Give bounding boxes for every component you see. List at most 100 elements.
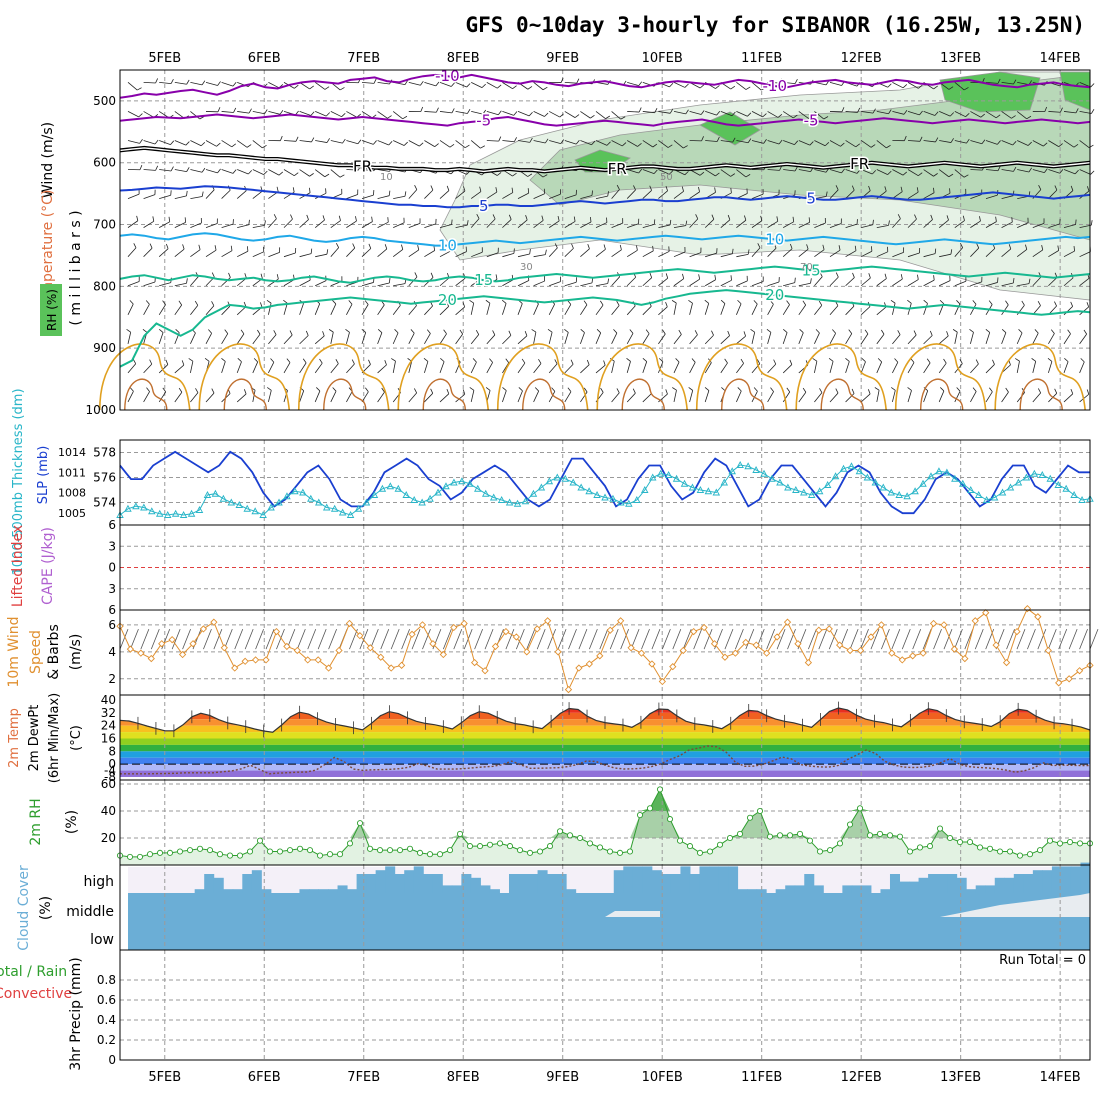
- upper-wind-barb: [252, 361, 259, 374]
- upper-wind-barb: [237, 224, 249, 229]
- upper-wind-barb: [299, 279, 311, 287]
- wind10-marker: [377, 653, 385, 661]
- upper-wind-barb: [923, 279, 935, 287]
- rh2m-marker: [186, 847, 194, 854]
- upper-wind-barb-flag: [139, 139, 143, 144]
- upper-wind-barb-flag: [779, 78, 783, 84]
- thickness-marker: [943, 468, 951, 476]
- upper-wind-barb-flag: [766, 328, 772, 333]
- upper-wind-barb: [751, 220, 763, 228]
- upper-wind-barb-flag: [591, 190, 593, 196]
- rh2m-marker: [706, 848, 714, 855]
- upper-wind-barb-flag: [716, 111, 721, 116]
- temp-color-band: [120, 764, 1090, 771]
- upper-wind-barb: [439, 361, 445, 374]
- upper-wind-barb-flag: [695, 214, 699, 220]
- upper-wind-barb: [564, 281, 577, 287]
- upper-wind-barb: [533, 280, 545, 287]
- upper-wind-barb-flag: [753, 300, 758, 305]
- upper-wind-barb-flag: [351, 359, 355, 365]
- date-label-bottom-9feb: 9FEB: [546, 1070, 579, 1085]
- upper-wind-barb: [268, 169, 280, 176]
- upper-wind-barb-flag: [867, 389, 871, 395]
- temp-tick--8: -8: [104, 770, 116, 784]
- upper-wind-barb-flag: [586, 359, 590, 365]
- upper-wind-barb: [221, 250, 233, 258]
- upper-wind-barb: [314, 390, 321, 403]
- upper-wind-barb-flag: [534, 387, 539, 392]
- thickness-marker: [966, 486, 975, 493]
- upper-wind-barb-flag: [1047, 358, 1053, 362]
- upper-wind-barb-flag: [368, 243, 372, 249]
- thickness-marker: [784, 483, 792, 491]
- wind10-marker: [658, 677, 667, 686]
- upper-wind-barb: [205, 140, 217, 147]
- upper-wind-barb-flag: [720, 299, 726, 304]
- rh2m-marker: [236, 852, 244, 859]
- upper-wind-barb: [798, 248, 809, 258]
- upper-wind-barb-flag: [501, 299, 507, 304]
- upper-wind-barb: [704, 390, 710, 403]
- upper-wind-barb: [876, 278, 887, 287]
- upper-wind-barb: [767, 169, 780, 171]
- upper-wind-barb-flag: [946, 215, 949, 221]
- upper-wind-barb-flag: [995, 114, 1001, 119]
- temp-tick-16: 16: [101, 732, 116, 746]
- upper-wind-barb-flag: [551, 387, 556, 392]
- upper-wind-barb-flag: [1050, 329, 1055, 334]
- upper-wind-barb: [767, 332, 772, 344]
- upper-wind-barb: [985, 169, 998, 172]
- upper-wind-barb-flag: [946, 331, 949, 337]
- upper-wind-barb-flag: [217, 81, 221, 86]
- thickness-marker: [617, 498, 625, 506]
- slp-tick-1011: 1011: [58, 466, 86, 479]
- upper-wind-barb-flag: [1012, 141, 1017, 146]
- upper-wind-barb: [174, 81, 187, 85]
- upper-wind-barb: [174, 222, 186, 228]
- upper-wind-barb-flag: [933, 85, 938, 90]
- upper-wind-barb-flag: [872, 219, 874, 225]
- upper-wind-barb-flag: [854, 245, 857, 251]
- upper-wind-barb-flag: [890, 387, 896, 391]
- wind10-barb: [442, 628, 452, 650]
- upper-wind-barb-flag: [1025, 244, 1028, 250]
- upper-wind-barb: [829, 249, 841, 258]
- upper-wind-barb-flag: [743, 331, 746, 337]
- rh2m-marker: [826, 847, 834, 854]
- upper-wind-barb-flag: [988, 300, 993, 305]
- upper-wind-barb-flag: [186, 278, 188, 284]
- cape-axis-label: CAPE (J/kg): [40, 527, 56, 605]
- thickness-marker: [132, 502, 140, 510]
- upper-wind-barb: [642, 190, 652, 199]
- rh2m-marker: [676, 837, 684, 844]
- upper-wind-barb-flag: [715, 172, 720, 177]
- wind10-marker: [919, 649, 927, 657]
- thickness-marker: [418, 498, 426, 506]
- upper-wind-barb: [642, 111, 655, 114]
- upper-wind-barb: [424, 81, 436, 87]
- cloud-high-bar: [794, 885, 805, 893]
- upper-wind-barb: [143, 363, 153, 374]
- upper-wind-barb: [626, 249, 638, 258]
- upper-wind-barb: [236, 190, 247, 199]
- thickness-marker: [203, 491, 212, 498]
- wind10-marker: [867, 633, 875, 641]
- upper-wind-barb-flag: [1037, 301, 1041, 306]
- upper-wind-barb: [455, 190, 466, 199]
- upper-wind-barb: [658, 224, 671, 229]
- rh2m-label: 2m RH: [28, 798, 44, 845]
- upper-wind-barb-flag: [887, 170, 892, 175]
- wind10-marker: [397, 661, 406, 669]
- wind10-barb: [234, 628, 244, 650]
- thickness-marker: [680, 479, 689, 487]
- upper-wind-barb: [642, 361, 648, 374]
- wind10-barb: [474, 628, 483, 650]
- upper-wind-barb: [439, 224, 452, 229]
- upper-wind-barb: [1001, 304, 1009, 316]
- upper-wind-barb: [393, 140, 405, 146]
- cloud-high-bar: [747, 889, 758, 893]
- upper-wind-barb: [642, 333, 650, 345]
- cloud-high-bar: [318, 889, 329, 893]
- temp-color-band: [120, 708, 1090, 713]
